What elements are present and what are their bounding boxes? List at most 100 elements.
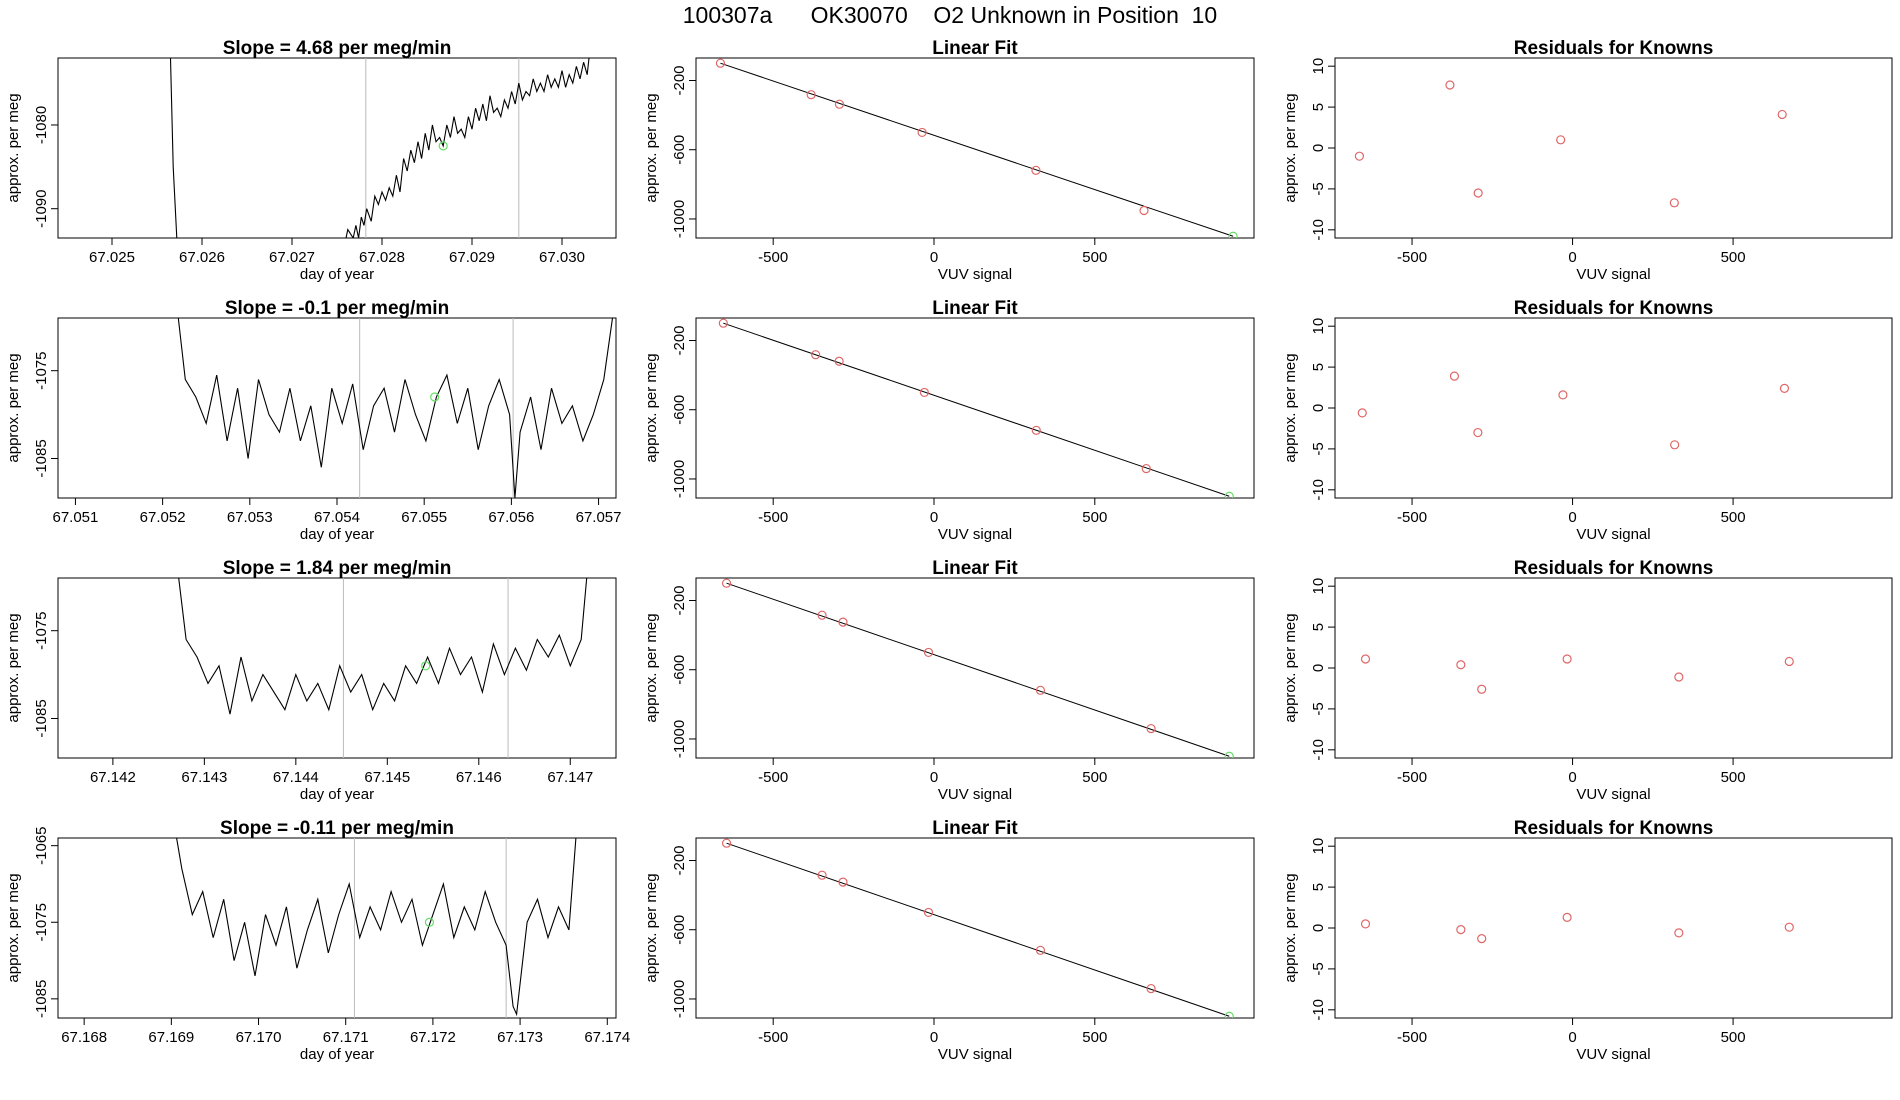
series-line — [177, 318, 614, 498]
data-point-knowns — [923, 647, 934, 658]
x-tick-label: 500 — [1721, 1029, 1746, 1046]
fit-line — [720, 62, 1234, 237]
y-tick-label: -1085 — [33, 699, 50, 737]
data-point-knowns — [1141, 463, 1151, 474]
data-point-knowns — [917, 127, 927, 138]
series-line — [176, 838, 577, 1017]
x-axis-label: VUV signal — [938, 786, 1012, 803]
data-point-knowns — [834, 356, 844, 366]
x-axis-label: day of year — [300, 1046, 374, 1063]
chart-panel-7: Slope = 1.84 per meg/min 67.142 67.143 67.1… — [5, 558, 617, 803]
x-tick-label: 67.054 — [314, 509, 360, 526]
y-tick-label: -10 — [1310, 479, 1327, 501]
data-point-residuals — [1449, 371, 1460, 381]
fit-line — [723, 322, 1230, 497]
figure-title: 100307a OK30070 O2 Unknown in Position 1… — [682, 2, 1218, 28]
y-tick-label: -200 — [671, 325, 688, 355]
data-point-residuals — [1784, 656, 1794, 667]
chart-title: Slope = -0.1 per meg/min — [225, 298, 449, 319]
plot-frame — [695, 57, 1255, 239]
x-tick-label: 67.028 — [359, 249, 405, 266]
x-tick-label: 500 — [1082, 509, 1107, 526]
data-point-knowns — [1031, 165, 1041, 175]
y-tick-label: 10 — [1310, 318, 1327, 335]
x-tick-label: 67.146 — [456, 769, 502, 786]
chart-title: Slope = 4.68 per meg/min — [223, 38, 452, 59]
y-axis-label: approx. per meg — [5, 613, 22, 722]
x-tick-label: 0 — [930, 509, 938, 526]
x-tick-label: 67.052 — [140, 509, 186, 526]
data-point-unknown — [1224, 1011, 1234, 1018]
x-tick-label: 67.143 — [181, 769, 227, 786]
y-tick-label: -1075 — [33, 351, 50, 389]
data-point-knowns — [721, 578, 732, 588]
x-tick-label: 67.051 — [52, 509, 98, 526]
data-point-knowns — [715, 58, 726, 68]
y-axis-label: approx. per meg — [643, 613, 660, 722]
x-tick-label: -500 — [758, 509, 788, 526]
data-point-unknown — [1228, 231, 1238, 238]
plot-frame — [57, 837, 617, 1019]
y-tick-label: -1000 — [671, 460, 688, 498]
chart-panel-4: Slope = -0.1 per meg/min 67.051 67.052 67.0… — [5, 298, 622, 543]
x-axis-label: VUV signal — [1576, 786, 1650, 803]
plot-frame — [1334, 317, 1893, 499]
data-point-residuals — [1456, 925, 1466, 935]
data-point-residuals — [1477, 684, 1487, 694]
x-axis-label: day of year — [300, 526, 374, 543]
x-tick-label: 500 — [1082, 249, 1107, 266]
x-tick-label: 500 — [1721, 249, 1746, 266]
y-tick-label: -1000 — [671, 980, 688, 1018]
x-axis-label: VUV signal — [938, 266, 1012, 283]
data-point-residuals — [1674, 672, 1684, 682]
y-tick-label: 5 — [1310, 363, 1327, 371]
chart-panel-12: Residuals for Knowns -500 0 500 VUV signal -1… — [1282, 818, 1893, 1063]
plot-frame — [695, 317, 1255, 499]
chart-title: Residuals for Knowns — [1514, 558, 1714, 579]
x-tick-label: 67.053 — [227, 509, 273, 526]
y-tick-label: -5 — [1310, 442, 1327, 455]
data-point-residuals — [1674, 928, 1684, 938]
y-tick-label: 10 — [1310, 578, 1327, 595]
x-tick-label: 67.147 — [547, 769, 593, 786]
data-point-unknown — [1224, 491, 1234, 498]
data-point-knowns — [817, 870, 827, 880]
x-tick-label: 67.142 — [90, 769, 136, 786]
y-tick-label: -5 — [1310, 702, 1327, 715]
data-point-residuals — [1784, 922, 1794, 932]
data-point-knowns — [1031, 425, 1041, 435]
y-tick-label: -200 — [671, 585, 688, 615]
x-tick-label: 0 — [1568, 769, 1576, 786]
y-tick-label: -1080 — [33, 106, 50, 144]
data-point-residuals — [1354, 151, 1364, 161]
x-tick-label: -500 — [758, 1029, 788, 1046]
y-tick-label: 5 — [1310, 103, 1327, 111]
data-point-knowns — [834, 99, 845, 109]
x-tick-label: 67.172 — [410, 1029, 456, 1046]
y-tick-label: 5 — [1310, 883, 1327, 891]
chart-title: Residuals for Knowns — [1514, 818, 1714, 839]
data-point-knowns — [1035, 945, 1046, 955]
chart-title: Slope = -0.11 per meg/min — [220, 818, 454, 839]
x-tick-label: 67.057 — [576, 509, 622, 526]
data-point-residuals — [1445, 80, 1455, 90]
x-axis-label: VUV signal — [1576, 1046, 1650, 1063]
y-tick-label: -1075 — [33, 903, 50, 941]
x-tick-label: -500 — [1397, 769, 1427, 786]
y-tick-label: 0 — [1310, 144, 1327, 152]
y-tick-label: -1085 — [33, 980, 50, 1018]
y-tick-label: -1000 — [671, 200, 688, 238]
x-tick-label: 67.145 — [364, 769, 410, 786]
x-tick-label: 67.168 — [61, 1029, 107, 1046]
chart-title: Linear Fit — [932, 558, 1018, 579]
x-axis-label: VUV signal — [1576, 526, 1650, 543]
highlight-point — [438, 141, 448, 151]
y-tick-label: -1065 — [33, 826, 50, 864]
plot-frame — [1334, 837, 1893, 1019]
data-point-residuals — [1562, 912, 1572, 922]
data-point-knowns — [1139, 205, 1149, 216]
data-point-residuals — [1779, 383, 1790, 393]
series-line — [178, 578, 588, 715]
y-tick-label: -1075 — [33, 611, 50, 649]
